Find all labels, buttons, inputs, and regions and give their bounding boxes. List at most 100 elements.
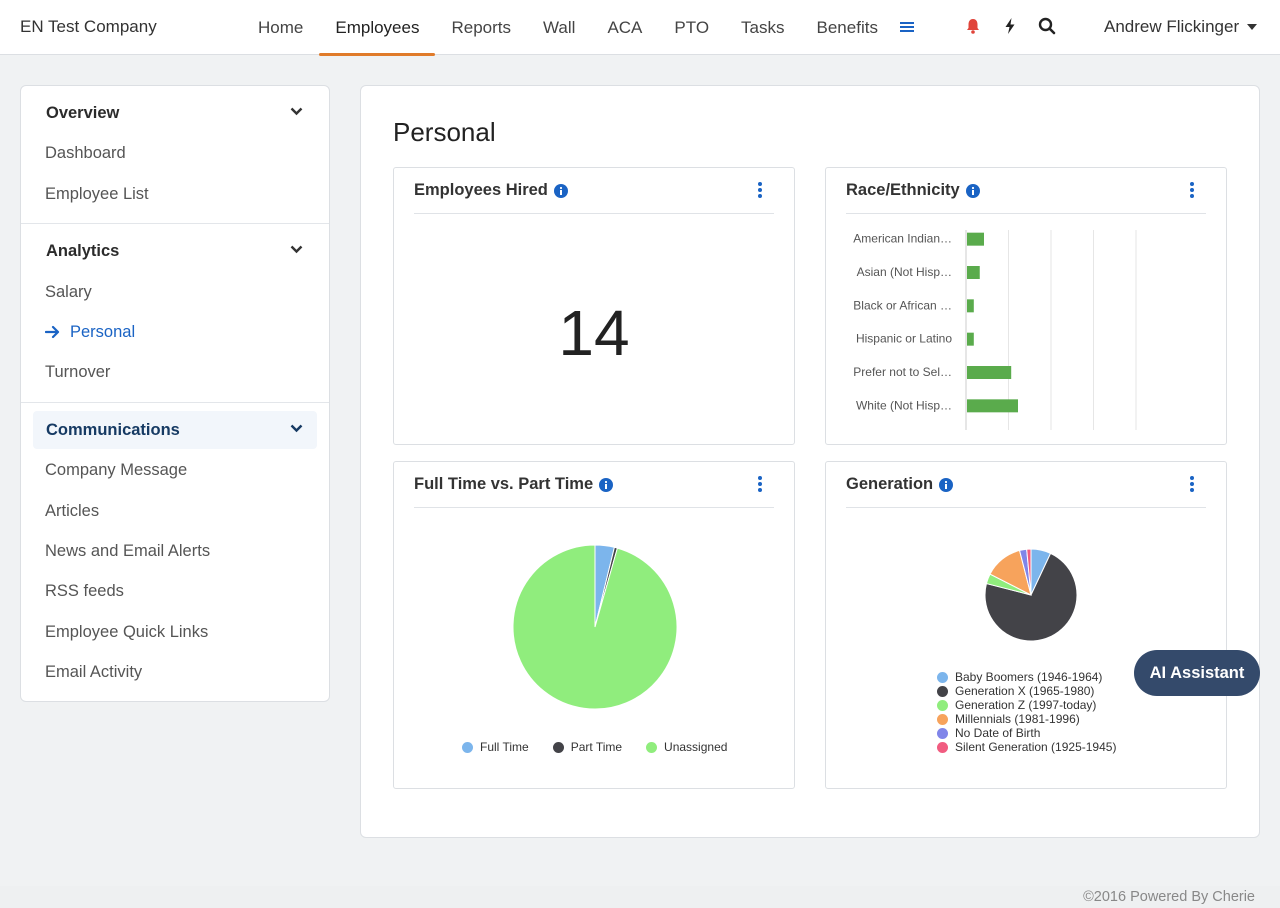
category-label: Hispanic or Latino bbox=[856, 332, 952, 346]
section-title: Overview bbox=[46, 103, 120, 122]
bar[interactable] bbox=[967, 299, 974, 313]
category-label: White (Not Hisp… bbox=[856, 398, 952, 412]
sidebar-item-turnover[interactable]: Turnover bbox=[45, 362, 111, 381]
user-name: Andrew Flickinger bbox=[1104, 17, 1240, 36]
info-icon[interactable] bbox=[939, 477, 954, 492]
bar[interactable] bbox=[967, 332, 974, 346]
card-title-text: Generation bbox=[846, 475, 934, 493]
sidebar-section-analytics[interactable]: Analytics bbox=[33, 232, 317, 270]
bar[interactable] bbox=[967, 266, 980, 279]
search-icon[interactable] bbox=[1037, 16, 1057, 36]
card-employees-hired: Employees Hired 14 bbox=[393, 167, 795, 445]
arrow-right-icon bbox=[45, 325, 60, 339]
sidebar-item-employee-quick-links[interactable]: Employee Quick Links bbox=[45, 622, 209, 641]
main-nav: Home Employees Reports Wall ACA PTO Task… bbox=[242, 0, 894, 56]
legend-dot bbox=[937, 685, 948, 697]
card-title: Race/Ethnicity bbox=[846, 181, 980, 200]
sidebar-item-dashboard[interactable]: Dashboard bbox=[45, 143, 126, 162]
section-title: Analytics bbox=[46, 241, 120, 260]
category-label: American Indian… bbox=[853, 232, 952, 246]
pie-slice[interactable] bbox=[512, 544, 678, 710]
top-nav-bar: EN Test Company Home Employees Reports W… bbox=[0, 0, 1280, 56]
card-title-text: Employees Hired bbox=[414, 181, 548, 199]
generation-legend: Baby Boomers (1946-1964) Generation X (1… bbox=[937, 670, 1116, 754]
sidebar-section-communications[interactable]: Communications bbox=[33, 411, 317, 449]
kebab-menu-icon[interactable] bbox=[1189, 475, 1195, 493]
card-title: Full Time vs. Part Time bbox=[414, 475, 614, 494]
legend-dot bbox=[552, 741, 564, 753]
legend-label: No Date of Birth bbox=[955, 726, 1041, 740]
legend-label: Unassigned bbox=[664, 740, 728, 754]
ai-assistant-button[interactable]: AI Assistant bbox=[1134, 650, 1260, 696]
nav-pto[interactable]: PTO bbox=[674, 17, 710, 37]
legend-dot bbox=[937, 713, 948, 725]
card-title-text: Race/Ethnicity bbox=[846, 181, 960, 199]
legend-label: Full Time bbox=[480, 740, 529, 754]
legend-item[interactable]: Unassigned bbox=[646, 740, 727, 754]
card-race-ethnicity: Race/Ethnicity American Indian… Asian (No… bbox=[825, 167, 1227, 445]
menu-icon[interactable] bbox=[898, 18, 916, 36]
footer: ©2016 Powered By Cherie bbox=[0, 886, 1280, 908]
info-icon[interactable] bbox=[553, 183, 568, 198]
sidebar-item-news-email-alerts[interactable]: News and Email Alerts bbox=[45, 541, 211, 560]
sidebar-item-personal[interactable]: Personal bbox=[45, 320, 135, 344]
race-ethnicity-bar-chart: American Indian… Asian (Not Hisp… Black or… bbox=[853, 230, 1137, 430]
card-full-time-part-time: Full Time vs. Part Time Full Time Part T… bbox=[393, 461, 795, 789]
legend-item[interactable]: Silent Generation (1925-1945) bbox=[937, 740, 1116, 754]
legend-dot bbox=[937, 727, 948, 739]
sidebar: Overview Dashboard Employee List Analyti… bbox=[20, 85, 330, 702]
bar[interactable] bbox=[967, 366, 1012, 379]
legend-item[interactable]: Millennials (1981-1996) bbox=[937, 712, 1116, 726]
sidebar-item-company-message[interactable]: Company Message bbox=[45, 460, 188, 479]
divider bbox=[21, 402, 329, 403]
divider bbox=[846, 213, 1206, 214]
legend-dot bbox=[462, 741, 473, 753]
chevron-down-icon bbox=[290, 107, 303, 116]
legend-item[interactable]: Generation Z (1997-today) bbox=[937, 698, 1116, 712]
bar[interactable] bbox=[967, 399, 1018, 413]
nav-home[interactable]: Home bbox=[258, 17, 304, 37]
kebab-menu-icon[interactable] bbox=[757, 181, 763, 199]
section-title: Communications bbox=[46, 420, 180, 439]
card-title: Generation bbox=[846, 475, 954, 494]
kebab-menu-icon[interactable] bbox=[1189, 181, 1195, 199]
divider bbox=[21, 223, 329, 224]
info-icon[interactable] bbox=[599, 477, 614, 492]
nav-benefits[interactable]: Benefits bbox=[816, 17, 878, 37]
sidebar-item-articles[interactable]: Articles bbox=[45, 501, 100, 520]
nav-reports[interactable]: Reports bbox=[451, 17, 511, 37]
kebab-menu-icon[interactable] bbox=[757, 475, 763, 493]
pie-slice[interactable] bbox=[984, 552, 1078, 642]
legend-label: Millennials (1981-1996) bbox=[955, 712, 1080, 726]
hired-count: 14 bbox=[558, 297, 630, 369]
user-menu[interactable]: Andrew Flickinger bbox=[1104, 17, 1258, 37]
company-name[interactable]: EN Test Company bbox=[20, 17, 157, 36]
legend-label: Part Time bbox=[570, 740, 623, 754]
nav-aca[interactable]: ACA bbox=[607, 17, 643, 37]
sidebar-item-salary[interactable]: Salary bbox=[45, 282, 92, 301]
nav-tasks[interactable]: Tasks bbox=[741, 17, 785, 37]
lightning-icon[interactable] bbox=[1000, 16, 1020, 36]
legend-item[interactable]: Baby Boomers (1946-1964) bbox=[937, 670, 1116, 684]
sidebar-item-employee-list[interactable]: Employee List bbox=[45, 184, 149, 203]
nav-employees[interactable]: Employees bbox=[319, 0, 436, 56]
legend-item[interactable]: Generation X (1965-1980) bbox=[937, 684, 1116, 698]
info-icon[interactable] bbox=[965, 183, 980, 198]
card-generation: Generation Baby Boomers (1946-1964) Gene… bbox=[825, 461, 1227, 789]
sidebar-item-email-activity[interactable]: Email Activity bbox=[45, 662, 143, 681]
full-time-legend: Full Time Part Time Unassigned bbox=[462, 740, 727, 754]
sidebar-section-overview[interactable]: Overview bbox=[33, 94, 317, 132]
sidebar-item-rss-feeds[interactable]: RSS feeds bbox=[45, 581, 124, 600]
pie-slice[interactable] bbox=[1026, 548, 1032, 596]
chevron-down-icon bbox=[290, 424, 303, 433]
footer-text: ©2016 Powered By Cherie bbox=[1083, 889, 1255, 905]
legend-dot bbox=[937, 741, 948, 753]
legend-item[interactable]: Full Time bbox=[462, 740, 529, 754]
main-panel: Personal Employees Hired 14 Race/Ethnici… bbox=[360, 85, 1260, 838]
legend-item[interactable]: No Date of Birth bbox=[937, 726, 1116, 740]
category-label: Prefer not to Sel… bbox=[853, 365, 952, 379]
bell-icon[interactable] bbox=[963, 16, 983, 36]
legend-item[interactable]: Part Time bbox=[552, 740, 623, 754]
bar[interactable] bbox=[967, 232, 984, 246]
nav-wall[interactable]: Wall bbox=[543, 17, 576, 37]
